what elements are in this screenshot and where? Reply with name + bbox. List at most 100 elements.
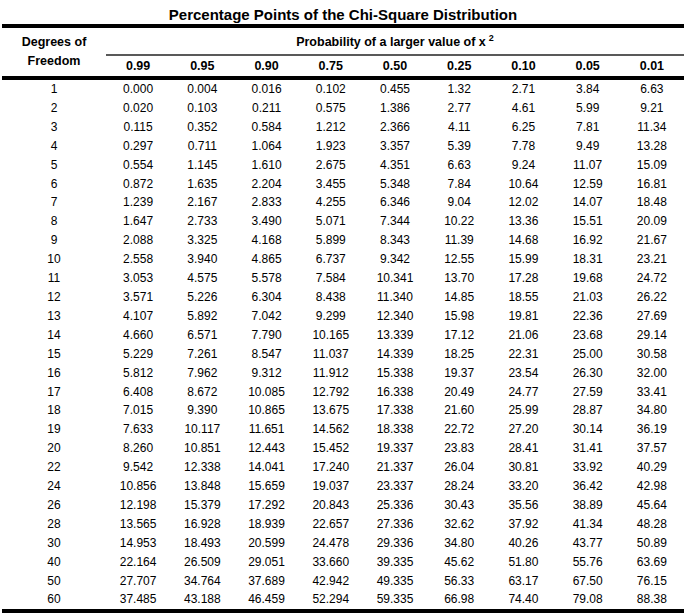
table-row: 229.54212.33814.04117.24021.33726.0430.8… [2, 458, 684, 477]
value-cell: 3.357 [363, 137, 427, 156]
value-cell: 17.338 [363, 401, 427, 420]
value-cell: 23.337 [363, 477, 427, 496]
value-cell: 10.64 [491, 175, 555, 194]
value-cell: 0.455 [363, 78, 427, 99]
value-cell: 33.20 [491, 477, 555, 496]
value-cell: 24.72 [620, 269, 684, 288]
value-cell: 15.379 [170, 496, 234, 515]
value-cell: 20.599 [234, 534, 298, 553]
value-cell: 5.99 [556, 99, 620, 118]
value-cell: 26.30 [556, 364, 620, 383]
value-cell: 32.00 [620, 364, 684, 383]
value-cell: 18.31 [556, 250, 620, 269]
value-cell: 23.21 [620, 250, 684, 269]
value-cell: 29.051 [234, 553, 298, 572]
value-cell: 32.62 [427, 515, 491, 534]
value-cell: 8.438 [299, 288, 363, 307]
value-cell: 14.07 [556, 193, 620, 212]
value-cell: 49.335 [363, 572, 427, 591]
table-row: 5027.70734.76437.68942.94249.33556.3363.… [2, 572, 684, 591]
table-row: 6037.48543.18846.45952.29459.33566.9874.… [2, 590, 684, 611]
value-cell: 6.304 [234, 288, 298, 307]
value-cell: 56.33 [427, 572, 491, 591]
value-cell: 20.843 [299, 496, 363, 515]
value-cell: 15.99 [491, 250, 555, 269]
value-cell: 25.99 [491, 401, 555, 420]
table-row: 40.2970.7111.0641.9233.3575.397.789.4913… [2, 137, 684, 156]
value-cell: 0.103 [170, 99, 234, 118]
value-cell: 51.80 [491, 553, 555, 572]
degrees-of-freedom-header-line1: Degrees of [2, 33, 106, 52]
value-cell: 12.59 [556, 175, 620, 194]
value-cell: 22.36 [556, 307, 620, 326]
value-cell: 37.92 [491, 515, 555, 534]
table-row: 60.8721.6352.2043.4555.3487.8410.6412.59… [2, 175, 684, 194]
value-cell: 17.240 [299, 458, 363, 477]
value-cell: 18.48 [620, 193, 684, 212]
value-cell: 2.088 [106, 231, 170, 250]
value-cell: 7.78 [491, 137, 555, 156]
probability-header-text: Probability of a larger value of x [296, 35, 486, 49]
value-cell: 7.344 [363, 212, 427, 231]
degrees-of-freedom-cell: 17 [2, 383, 106, 402]
degrees-of-freedom-cell: 11 [2, 269, 106, 288]
value-cell: 40.26 [491, 534, 555, 553]
value-cell: 11.07 [556, 156, 620, 175]
value-cell: 17.12 [427, 326, 491, 345]
degrees-of-freedom-cell: 19 [2, 420, 106, 439]
table-body: 10.0000.0040.0160.1020.4551.322.713.846.… [2, 78, 684, 611]
value-cell: 52.294 [299, 590, 363, 611]
value-cell: 19.68 [556, 269, 620, 288]
degrees-of-freedom-cell: 8 [2, 212, 106, 231]
value-cell: 5.578 [234, 269, 298, 288]
value-cell: 9.299 [299, 307, 363, 326]
value-cell: 1.145 [170, 156, 234, 175]
value-cell: 25.00 [556, 345, 620, 364]
value-cell: 33.660 [299, 553, 363, 572]
value-cell: 41.34 [556, 515, 620, 534]
value-cell: 5.071 [299, 212, 363, 231]
column-header-0.90: 0.90 [234, 55, 298, 78]
value-cell: 18.338 [363, 420, 427, 439]
value-cell: 34.764 [170, 572, 234, 591]
chi-square-table: Degrees of Freedom Probability of a larg… [2, 24, 684, 613]
value-cell: 6.63 [620, 78, 684, 99]
value-cell: 4.865 [234, 250, 298, 269]
value-cell: 11.39 [427, 231, 491, 250]
value-cell: 7.962 [170, 364, 234, 383]
value-cell: 13.28 [620, 137, 684, 156]
value-cell: 1.212 [299, 118, 363, 137]
table-row: 176.4088.67210.08512.79216.33820.4924.77… [2, 383, 684, 402]
table-row: 81.6472.7333.4905.0717.34410.2213.3615.5… [2, 212, 684, 231]
value-cell: 4.107 [106, 307, 170, 326]
value-cell: 1.647 [106, 212, 170, 231]
value-cell: 17.28 [491, 269, 555, 288]
degrees-of-freedom-cell: 14 [2, 326, 106, 345]
value-cell: 19.37 [427, 364, 491, 383]
degrees-of-freedom-cell: 20 [2, 439, 106, 458]
value-cell: 28.41 [491, 439, 555, 458]
table-row: 20.0200.1030.2110.5751.3862.774.615.999.… [2, 99, 684, 118]
value-cell: 0.115 [106, 118, 170, 137]
value-cell: 6.63 [427, 156, 491, 175]
degrees-of-freedom-cell: 5 [2, 156, 106, 175]
value-cell: 3.940 [170, 250, 234, 269]
table-row: 123.5715.2266.3048.43811.34014.8518.5521… [2, 288, 684, 307]
value-cell: 0.575 [299, 99, 363, 118]
table-row: 144.6606.5717.79010.16513.33917.1221.062… [2, 326, 684, 345]
table-row: 113.0534.5755.5787.58410.34113.7017.2819… [2, 269, 684, 288]
value-cell: 1.239 [106, 193, 170, 212]
table-row: 3014.95318.49320.59924.47829.33634.8040.… [2, 534, 684, 553]
column-header-0.25: 0.25 [427, 55, 491, 78]
value-cell: 25.336 [363, 496, 427, 515]
value-cell: 5.226 [170, 288, 234, 307]
value-cell: 18.493 [170, 534, 234, 553]
value-cell: 21.06 [491, 326, 555, 345]
value-cell: 23.68 [556, 326, 620, 345]
value-cell: 8.547 [234, 345, 298, 364]
value-cell: 7.015 [106, 401, 170, 420]
value-cell: 0.554 [106, 156, 170, 175]
value-cell: 7.042 [234, 307, 298, 326]
value-cell: 24.478 [299, 534, 363, 553]
value-cell: 13.70 [427, 269, 491, 288]
